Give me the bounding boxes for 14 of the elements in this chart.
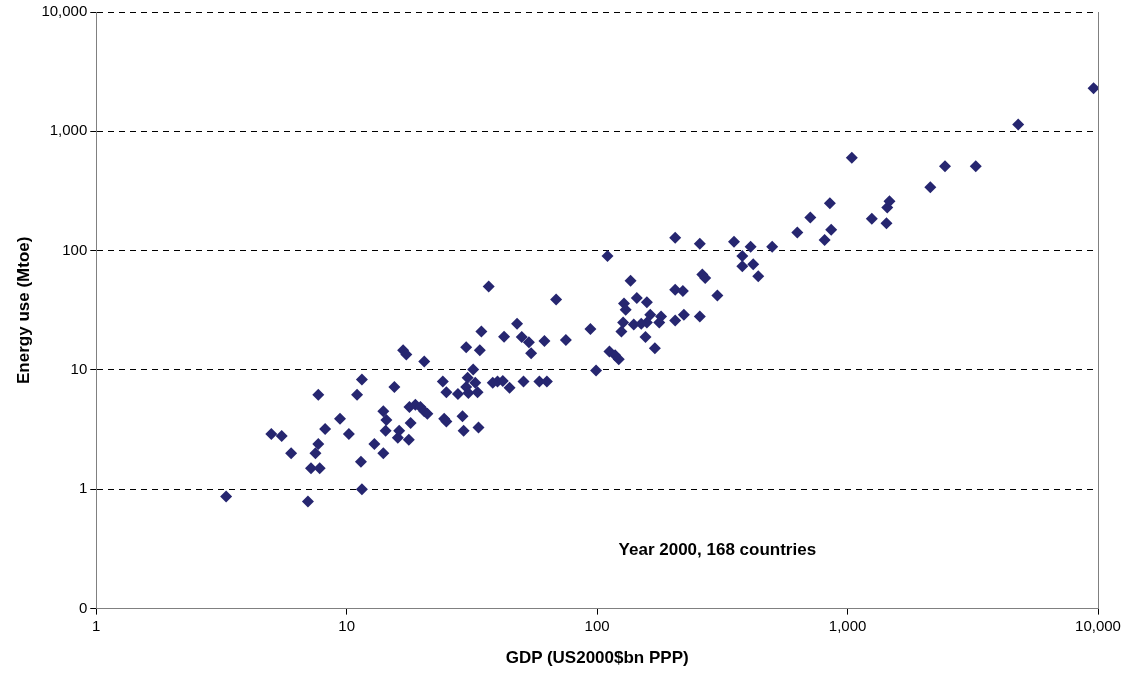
y-tick-label: 1,000 xyxy=(49,121,88,139)
x-tick-label: 10,000 xyxy=(1075,616,1121,634)
y-axis-title: Energy use (Mtoe) xyxy=(13,236,33,384)
y-tick-label: 0 xyxy=(78,598,88,616)
x-tick-label: 1,000 xyxy=(828,616,867,634)
y-tick-label: 10,000 xyxy=(41,2,88,20)
x-tick-label: 100 xyxy=(584,616,610,634)
annotation: Year 2000, 168 countries xyxy=(618,540,817,560)
x-axis-title: GDP (US2000$bn PPP) xyxy=(505,648,689,668)
x-tick-label: 1 xyxy=(92,616,101,634)
y-tick-label: 10 xyxy=(70,360,88,378)
y-tick-label: 1 xyxy=(78,479,88,497)
y-tick-label: 100 xyxy=(62,240,88,258)
x-tick-label: 10 xyxy=(338,616,356,634)
